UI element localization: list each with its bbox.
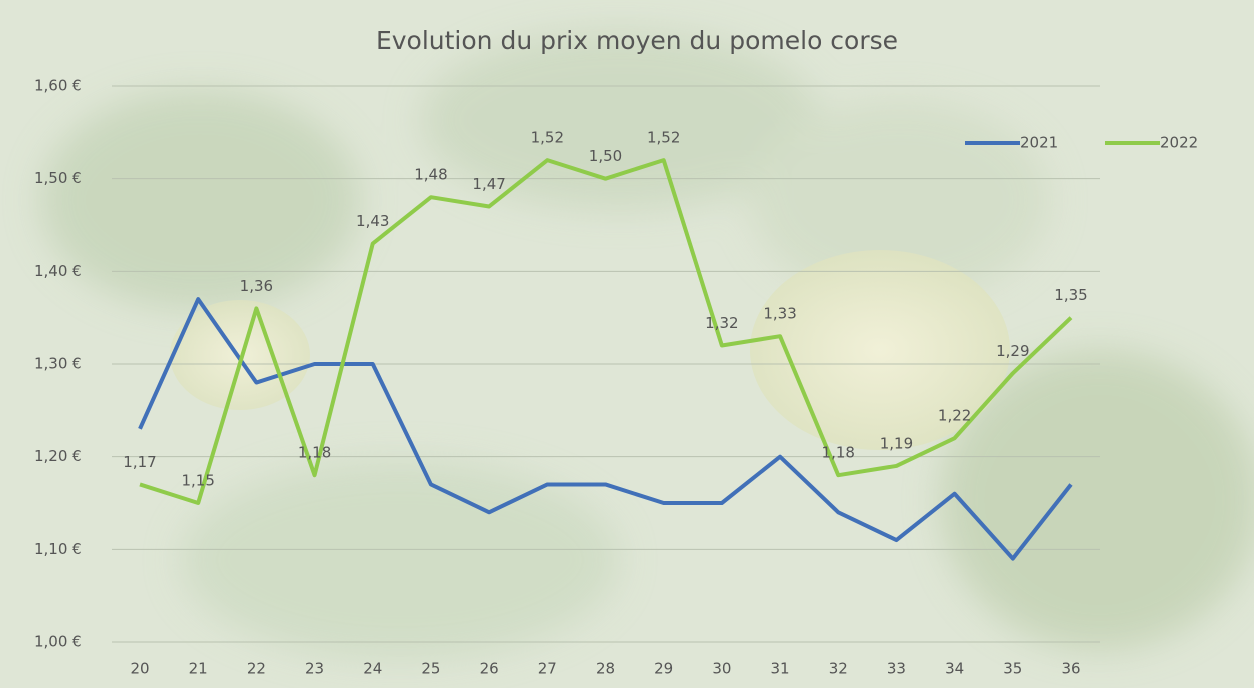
- data-label: 1,17: [123, 453, 156, 471]
- x-tick-label: 32: [829, 660, 848, 678]
- data-label: 1,18: [298, 444, 331, 462]
- data-label: 1,33: [763, 305, 796, 323]
- x-tick-label: 21: [189, 660, 208, 678]
- x-tick-label: 23: [305, 660, 324, 678]
- data-label: 1,52: [647, 129, 680, 147]
- chart-title: Evolution du prix moyen du pomelo corse: [376, 26, 898, 55]
- y-tick-label: 1,10 €: [34, 540, 82, 558]
- x-tick-label: 22: [247, 660, 266, 678]
- data-label: 1,35: [1054, 286, 1087, 304]
- y-tick-label: 1,20 €: [34, 447, 82, 465]
- x-tick-label: 28: [596, 660, 615, 678]
- data-label: 1,19: [880, 434, 913, 452]
- y-tick-label: 1,60 €: [34, 77, 82, 95]
- legend-label: 2021: [1020, 134, 1058, 152]
- data-label: 1,18: [822, 444, 855, 462]
- y-tick-label: 1,00 €: [34, 633, 82, 651]
- data-label: 1,52: [531, 129, 564, 147]
- data-label: 1,47: [472, 175, 505, 193]
- y-tick-label: 1,40 €: [34, 262, 82, 280]
- data-label: 1,32: [705, 314, 738, 332]
- x-tick-label: 35: [1003, 660, 1022, 678]
- x-tick-label: 36: [1061, 660, 1080, 678]
- x-tick-label: 27: [538, 660, 557, 678]
- data-label: 1,43: [356, 212, 389, 230]
- data-label: 1,50: [589, 147, 622, 165]
- x-tick-label: 33: [887, 660, 906, 678]
- x-tick-label: 30: [712, 660, 731, 678]
- y-tick-label: 1,50 €: [34, 169, 82, 187]
- x-tick-label: 34: [945, 660, 964, 678]
- chart: Evolution du prix moyen du pomelo corse …: [0, 0, 1254, 688]
- data-label: 1,29: [996, 342, 1029, 360]
- x-tick-label: 26: [480, 660, 499, 678]
- x-tick-label: 25: [421, 660, 440, 678]
- data-label: 1,48: [414, 166, 447, 184]
- data-label: 1,22: [938, 407, 971, 425]
- x-tick-label: 31: [771, 660, 790, 678]
- x-tick-label: 29: [654, 660, 673, 678]
- x-tick-label: 24: [363, 660, 382, 678]
- data-label: 1,36: [240, 277, 273, 295]
- x-tick-label: 20: [130, 660, 149, 678]
- legend-label: 2022: [1160, 134, 1198, 152]
- data-label: 1,15: [181, 472, 214, 490]
- y-tick-label: 1,30 €: [34, 355, 82, 373]
